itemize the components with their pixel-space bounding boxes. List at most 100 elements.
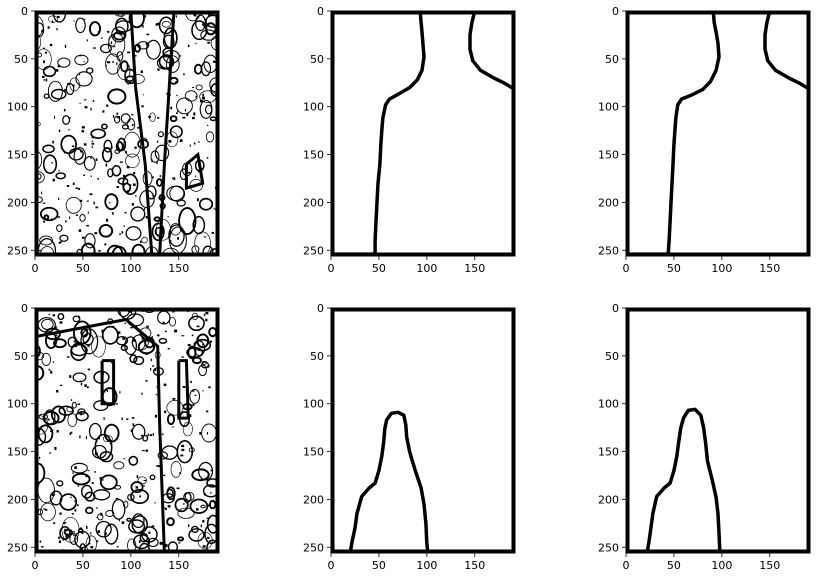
edge-speck bbox=[59, 241, 62, 243]
edge-speck bbox=[49, 452, 51, 454]
edge-stroke bbox=[100, 359, 116, 406]
edge-speck bbox=[120, 161, 123, 163]
edge-blob bbox=[149, 474, 156, 481]
edge-blob bbox=[125, 226, 142, 241]
edge-speck bbox=[93, 47, 96, 49]
edge-blob bbox=[68, 147, 84, 161]
edge-speck bbox=[213, 60, 216, 63]
edge-speck bbox=[48, 368, 51, 371]
edge-speck bbox=[151, 159, 153, 162]
edge-speck bbox=[73, 20, 75, 22]
edge-speck bbox=[129, 81, 131, 83]
edge-speck bbox=[90, 175, 92, 177]
edge-speck bbox=[107, 30, 110, 33]
edge-blob bbox=[191, 312, 198, 321]
x-tick-label: 100 bbox=[416, 262, 437, 275]
edge-speck bbox=[43, 508, 46, 510]
edge-speck bbox=[59, 321, 63, 324]
edge-speck bbox=[181, 444, 185, 448]
edge-speck bbox=[203, 24, 206, 27]
edge-blob bbox=[63, 528, 73, 536]
edge-blob bbox=[74, 530, 91, 549]
edge-speck bbox=[182, 116, 186, 119]
edge-speck bbox=[210, 469, 214, 472]
edge-speck bbox=[79, 435, 81, 439]
edge-speck bbox=[155, 23, 158, 26]
edge-speck bbox=[73, 506, 75, 509]
edge-speck bbox=[65, 220, 67, 223]
edge-speck bbox=[190, 380, 192, 384]
edge-speck bbox=[83, 99, 87, 101]
edge-speck bbox=[175, 81, 178, 83]
edge-blob bbox=[56, 480, 64, 487]
edge-speck bbox=[45, 78, 48, 82]
edge-speck bbox=[79, 102, 81, 104]
edge-speck bbox=[143, 485, 145, 487]
edge-speck bbox=[97, 530, 100, 533]
edge-speck bbox=[56, 430, 59, 433]
edge-blob bbox=[74, 54, 89, 66]
edge-speck bbox=[97, 178, 99, 180]
edge-blob bbox=[104, 193, 119, 211]
edge-speck bbox=[77, 485, 80, 487]
edge-speck bbox=[47, 418, 50, 421]
y-tick-label: 150 bbox=[598, 149, 619, 162]
edge-blob bbox=[99, 474, 118, 491]
edge-speck bbox=[122, 337, 126, 340]
silhouette-contour bbox=[626, 11, 810, 256]
edge-speck bbox=[82, 346, 84, 348]
x-tick-label: 50 bbox=[667, 262, 681, 275]
edge-speck bbox=[167, 348, 170, 350]
y-tick-label: 250 bbox=[303, 541, 324, 554]
edge-blob bbox=[166, 488, 174, 499]
edge-speck bbox=[109, 442, 113, 445]
edge-speck bbox=[74, 466, 77, 469]
edge-blob bbox=[125, 153, 140, 169]
edge-speck bbox=[121, 521, 125, 524]
edge-blob bbox=[42, 144, 55, 154]
x-tick-label: 50 bbox=[667, 559, 681, 572]
edge-speck bbox=[200, 100, 203, 103]
edge-speck bbox=[74, 500, 76, 503]
edge-blob bbox=[120, 344, 129, 352]
edge-speck bbox=[178, 55, 182, 57]
edge-speck bbox=[133, 339, 136, 342]
edge-speck bbox=[157, 334, 160, 337]
edge-speck bbox=[63, 108, 66, 112]
y-tick-label: 100 bbox=[598, 398, 619, 411]
edge-speck bbox=[43, 79, 46, 81]
edge-speck bbox=[39, 540, 42, 543]
edge-speck bbox=[124, 322, 127, 324]
y-tick-label: 200 bbox=[7, 493, 28, 506]
edge-speck bbox=[123, 174, 126, 177]
edge-speck bbox=[57, 65, 61, 68]
edge-speck bbox=[118, 331, 121, 334]
edge-map bbox=[35, 11, 219, 256]
edge-speck bbox=[79, 86, 81, 88]
edge-speck bbox=[162, 433, 164, 435]
edge-speck bbox=[80, 412, 82, 416]
edge-blob bbox=[153, 216, 161, 222]
edge-speck bbox=[202, 390, 204, 392]
contour-line bbox=[645, 407, 722, 553]
y-tick-label: 250 bbox=[598, 541, 619, 554]
edge-speck bbox=[195, 42, 197, 45]
edge-blob bbox=[176, 440, 194, 464]
edge-blob bbox=[128, 455, 139, 466]
edge-speck bbox=[162, 474, 166, 477]
edge-blob bbox=[79, 214, 86, 222]
edge-speck bbox=[141, 105, 144, 108]
edge-speck bbox=[65, 535, 68, 538]
edge-speck bbox=[86, 200, 89, 202]
edge-speck bbox=[176, 487, 180, 490]
edge-speck bbox=[52, 493, 55, 496]
edge-blob bbox=[126, 517, 133, 522]
edge-speck bbox=[209, 340, 212, 343]
edge-speck bbox=[89, 543, 91, 545]
edge-speck bbox=[96, 540, 99, 543]
edge-speck bbox=[162, 321, 165, 325]
edge-speck bbox=[162, 507, 166, 509]
edge-speck bbox=[75, 214, 79, 216]
edge-speck bbox=[178, 542, 181, 544]
y-tick-label: 150 bbox=[7, 149, 28, 162]
